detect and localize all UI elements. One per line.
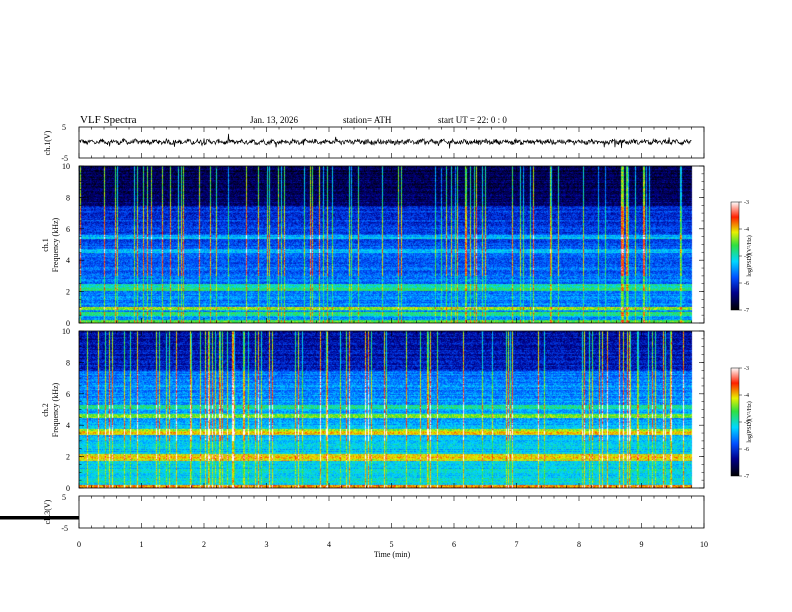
ch1-spectrogram-ticks [78,165,705,324]
time-tick-label: 10 [700,540,708,549]
time-tick-label: 9 [640,540,644,549]
ch3-ytick-top: 5 [62,493,66,502]
colorbar-tick-label: -5 [744,420,749,426]
colorbar-tick-label: -4 [744,393,749,399]
figure-title: VLF Spectra [80,114,137,126]
ch2-colorbar-ticks: -3 -4 -5 -6 -7 [739,366,749,480]
ch3-ylabel: ch.3(V) [43,499,52,524]
start-time-label: start UT = 22: 0 : 0 [438,115,507,125]
time-axis-label: Time (min) [374,550,411,559]
station-label: station= ATH [343,115,392,125]
ch1-channel-label: ch.1 [41,238,50,252]
ch1-frequency-label: Frequency (kHz) [51,217,60,272]
frequency-tick-label: 6 [66,390,70,399]
frequency-tick-label: 10 [62,327,70,336]
colorbar-tick-label: -6 [744,281,749,287]
colorbar-tick-label: -3 [744,366,749,372]
ch1-waveform-panel: 5 -5 ch.1(V) [43,123,705,163]
ch2-frequency-label: Frequency (kHz) [51,382,60,437]
ch2-colorbar [730,367,740,477]
ch2-frequency-tick-labels: 0 2 4 6 8 10 [62,327,70,493]
ch2-spectrogram-image [79,331,704,488]
time-axis-tick-labels: 0 1 2 3 4 5 6 7 8 9 10 [77,540,708,549]
frequency-tick-label: 2 [66,453,70,462]
ch1-ylabel: ch.1(V) [43,130,52,155]
frequency-tick-label: 4 [66,421,70,430]
time-tick-label: 4 [327,540,331,549]
frequency-tick-label: 0 [66,319,70,328]
ch1-ytick-top: 5 [62,123,66,132]
colorbar-tick-label: -5 [744,254,749,260]
frequency-tick-label: 4 [66,256,70,265]
time-tick-label: 0 [77,540,81,549]
ch3-waveform-ticks [78,496,705,528]
ch1-colorbar-ticks: -3 -4 -5 -6 -7 [739,200,749,314]
colorbar-tick-label: -7 [744,308,749,314]
time-tick-label: 1 [140,540,144,549]
ch3-ytick-bottom: -5 [61,524,68,533]
frequency-tick-label: 2 [66,288,70,297]
time-tick-label: 7 [515,540,519,549]
ch1-spectrogram-image [79,166,704,323]
colorbar-tick-label: -4 [744,227,749,233]
time-tick-label: 5 [390,540,394,549]
colorbar-tick-label: -6 [744,447,749,453]
frequency-tick-label: 6 [66,225,70,234]
frequency-tick-label: 10 [62,162,70,171]
ch1-frequency-tick-labels: 0 2 4 6 8 10 [62,162,70,328]
frequency-tick-label: 8 [66,193,70,202]
ch1-ytick-bottom: -5 [61,154,68,163]
ch1-colorbar-label: log(PSD)(V²/Hz) [746,235,753,276]
colorbar-tick-label: -7 [744,474,749,480]
ch3-waveform-panel: 5 -5 ch.3(V) [0,493,705,533]
colorbar-tick-label: -3 [744,200,749,206]
frequency-tick-label: 0 [66,484,70,493]
ch2-colorbar-label: log(PSD)(V²/Hz) [746,401,753,442]
ch1-waveform-ticks [78,127,705,158]
time-tick-label: 8 [577,540,581,549]
ch2-channel-label: ch.2 [41,403,50,417]
time-tick-label: 6 [452,540,456,549]
time-tick-label: 3 [265,540,269,549]
ch2-spectrogram-ticks [78,330,705,489]
date-label: Jan. 13, 2026 [250,115,298,125]
time-tick-label: 2 [202,540,206,549]
ch1-waveform-line [78,133,692,149]
ch1-colorbar [730,201,740,311]
frequency-tick-label: 8 [66,358,70,367]
